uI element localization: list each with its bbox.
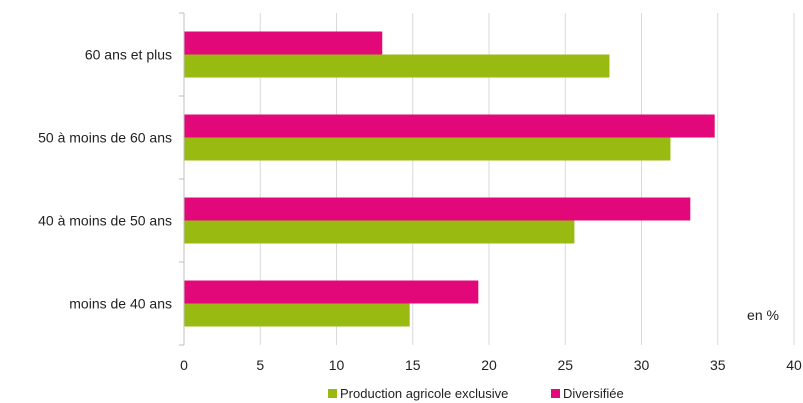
legend-label: Diversifiée xyxy=(563,386,624,401)
x-tick-label: 40 xyxy=(786,357,802,373)
category-labels: moins de 40 ans 40 à moins de 50 ans 50 à … xyxy=(38,47,172,312)
legend: Production agricole exclusive Diversifiée xyxy=(328,386,624,401)
bar-production xyxy=(184,220,575,244)
category-label: 40 à moins de 50 ans xyxy=(38,213,172,229)
legend-swatch xyxy=(551,389,560,398)
bar-diversifiee xyxy=(184,31,383,55)
legend-swatch xyxy=(328,389,337,398)
bars xyxy=(184,31,715,327)
category-label: 60 ans et plus xyxy=(85,47,172,63)
x-tick-label: 15 xyxy=(405,357,421,373)
x-tick-label: 30 xyxy=(634,357,650,373)
x-tick-labels: 0 5 10 15 20 25 30 35 40 xyxy=(180,357,802,373)
x-tick-label: 0 xyxy=(180,357,188,373)
x-tick-label: 35 xyxy=(710,357,726,373)
bar-production xyxy=(184,54,610,78)
bar-diversifiee xyxy=(184,114,715,138)
x-tick-label: 20 xyxy=(481,357,497,373)
bar-production xyxy=(184,137,671,161)
x-tick-label: 5 xyxy=(256,357,264,373)
legend-label: Production agricole exclusive xyxy=(340,386,508,401)
bar-diversifiee xyxy=(184,280,479,304)
bar-diversifiee xyxy=(184,197,691,221)
category-label: 50 à moins de 60 ans xyxy=(38,130,172,146)
category-label: moins de 40 ans xyxy=(69,296,172,312)
x-tick-label: 25 xyxy=(557,357,573,373)
y-axis-ticks xyxy=(179,12,184,346)
unit-label: en % xyxy=(747,307,779,323)
x-tick-label: 10 xyxy=(329,357,345,373)
bar-production xyxy=(184,303,410,327)
